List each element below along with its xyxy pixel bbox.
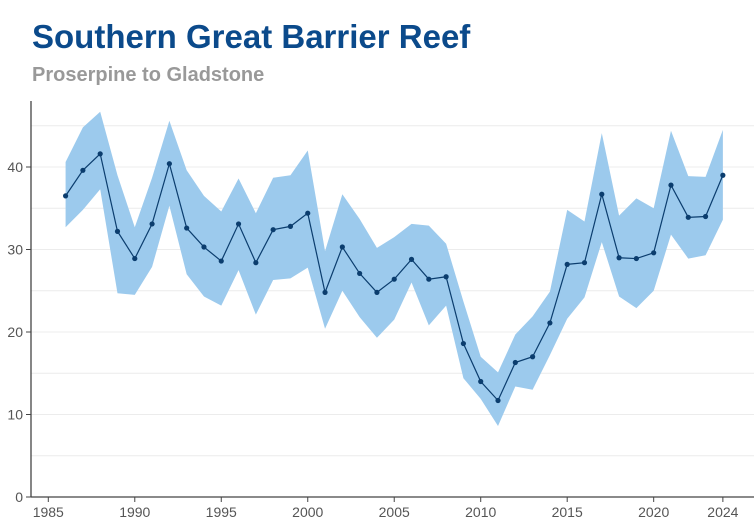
data-point-2003 xyxy=(357,270,363,277)
x-tick-label-2024: 2024 xyxy=(707,504,738,520)
data-point-2013 xyxy=(530,354,536,360)
data-point-2007 xyxy=(426,276,432,282)
data-point-2009 xyxy=(460,340,467,347)
data-point-2005 xyxy=(391,276,397,282)
data-point-2010 xyxy=(478,378,484,385)
tick-labels: 1985 1990 1995 2000 2005 2010 2015 2020 2024 0 10 2… xyxy=(7,159,738,520)
y-tick-label-30: 30 xyxy=(7,242,23,258)
data-point-2022 xyxy=(685,214,691,220)
data-point-1997 xyxy=(253,260,259,266)
y-tick-label-10: 10 xyxy=(7,407,23,423)
x-tick-label-1985: 1985 xyxy=(33,504,64,520)
data-points xyxy=(62,151,726,404)
data-point-2017 xyxy=(599,191,605,197)
data-point-2001 xyxy=(322,289,328,295)
confidence-band-layer xyxy=(65,111,723,427)
chart-title: Southern Great Barrier Reef xyxy=(32,18,471,55)
data-point-2012 xyxy=(512,359,518,366)
x-tick-label-2020: 2020 xyxy=(638,504,669,520)
data-point-2002 xyxy=(339,244,345,250)
data-point-2024 xyxy=(720,172,726,178)
data-point-1995 xyxy=(218,258,224,264)
y-tick-label-0: 0 xyxy=(15,489,23,505)
x-tick-label-2005: 2005 xyxy=(379,504,410,520)
y-tick-label-20: 20 xyxy=(7,324,23,340)
data-point-2000 xyxy=(305,210,311,216)
data-point-2020 xyxy=(651,250,657,256)
chart-subtitle: Proserpine to Gladstone xyxy=(32,64,265,86)
data-point-1991 xyxy=(149,221,155,227)
data-point-1988 xyxy=(97,151,103,157)
x-tick-label-1990: 1990 xyxy=(119,504,150,520)
data-point-2019 xyxy=(633,255,639,262)
data-point-2004 xyxy=(374,289,380,295)
data-point-2014 xyxy=(547,320,553,326)
x-tick-label-1995: 1995 xyxy=(206,504,237,520)
data-point-1999 xyxy=(287,223,294,229)
data-point-2021 xyxy=(668,182,674,188)
data-point-1992 xyxy=(166,161,172,167)
data-point-2015 xyxy=(564,261,570,267)
x-tick-label-2015: 2015 xyxy=(552,504,583,520)
data-point-1996 xyxy=(235,221,242,227)
data-point-1987 xyxy=(80,167,86,173)
x-tick-label-2010: 2010 xyxy=(465,504,496,520)
data-point-1986 xyxy=(62,193,69,199)
confidence-band xyxy=(65,111,723,427)
x-tick-label-2000: 2000 xyxy=(292,504,323,520)
data-point-2016 xyxy=(581,260,588,266)
data-point-1993 xyxy=(184,225,190,231)
data-point-2011 xyxy=(495,397,501,404)
data-point-2023 xyxy=(702,213,709,220)
data-point-2018 xyxy=(616,255,622,261)
data-point-1994 xyxy=(201,244,207,250)
y-tick-label-40: 40 xyxy=(7,159,23,175)
data-point-2006 xyxy=(408,256,415,262)
data-point-1998 xyxy=(270,227,276,233)
axes xyxy=(26,101,754,502)
data-point-1990 xyxy=(132,255,138,262)
data-point-2008 xyxy=(443,274,449,280)
data-point-1989 xyxy=(114,228,121,234)
